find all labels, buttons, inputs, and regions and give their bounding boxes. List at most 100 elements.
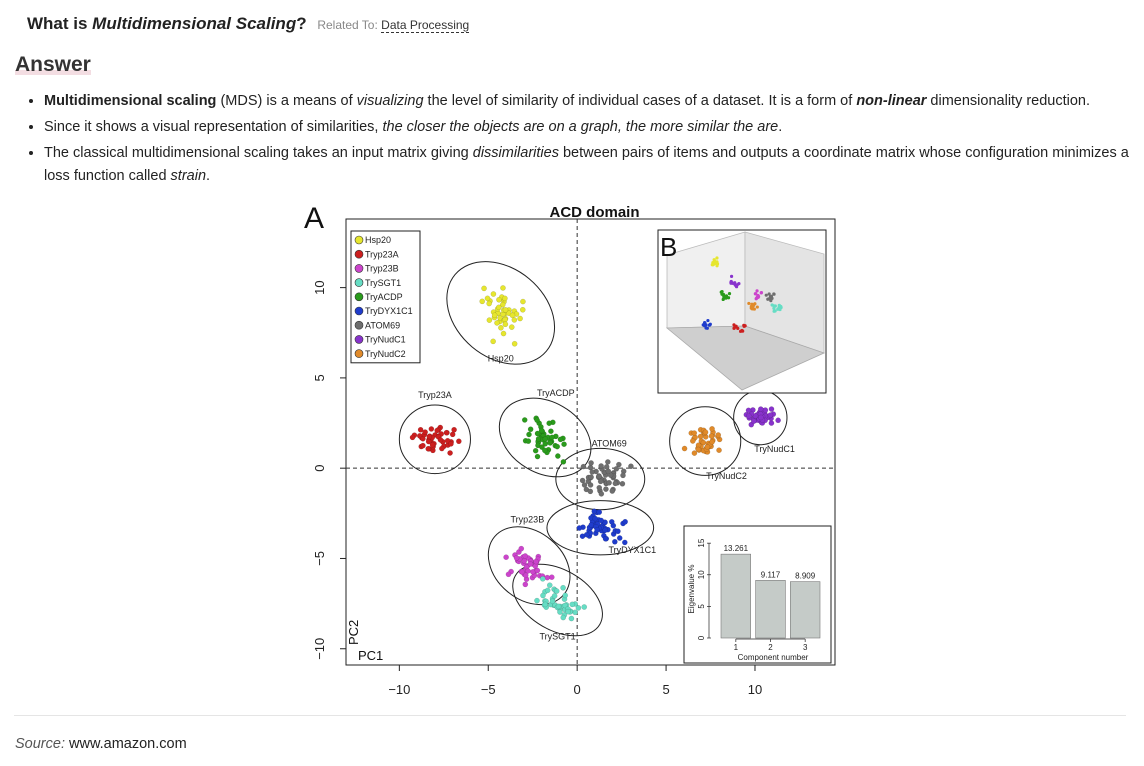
data-point-trynudc2 [681,445,688,452]
panel-b-point [729,279,733,284]
related-link[interactable]: Data Processing [381,18,470,33]
data-point-trysgt1 [540,592,546,599]
bar-y-tick-label: 15 [697,538,706,547]
data-point-hsp20 [500,285,506,291]
panel-b-point [703,323,707,327]
data-point-tryacdp [534,453,541,460]
data-point-tryp23a [420,442,426,449]
data-point-hsp20 [490,338,496,345]
panel-b-point [726,296,731,300]
data-point-atom69 [598,463,604,469]
bar-x-axis-label: Component number [738,653,809,662]
data-point-trydyx1c1 [616,535,623,541]
bar-x-tick-label: 3 [803,643,808,652]
data-point-tryacdp [534,430,541,437]
answer-bullet-2: Since it shows a visual representation o… [44,116,1144,139]
data-point-hsp20 [490,291,497,297]
data-point-trysgt1 [546,582,553,588]
data-point-trysgt1 [549,598,556,605]
data-point-trydyx1c1 [615,528,621,535]
panel-b-point [708,322,712,326]
bar-3 [790,581,821,639]
data-point-trynudc2 [716,447,722,453]
data-point-trydyx1c1 [591,508,598,515]
data-point-tryacdp [554,443,561,450]
panel-b-point [766,297,770,301]
bar-value-label: 13.261 [724,544,749,553]
data-point-hsp20 [484,295,491,302]
panel-b-point [715,256,719,260]
legend-entry: TryNudC1 [365,335,406,345]
data-point-trysgt1 [555,603,562,610]
y-axis-label: PC2 [346,620,361,645]
data-point-trynudc1 [768,406,775,412]
cluster-label: ATOM69 [592,439,627,449]
data-point-tryp23a [428,426,435,432]
data-point-hsp20 [496,304,502,311]
bar-y-tick-label: 5 [697,604,706,609]
data-point-hsp20 [494,320,500,326]
data-point-trynudc2 [702,429,709,436]
legend-swatch [354,306,364,316]
data-point-tryp23a [439,445,445,452]
panel-b-point [722,296,726,300]
legend-swatch [354,349,364,358]
panel-b-point [727,291,732,296]
data-point-trysgt1 [539,576,546,582]
answer-bullets: Multidimensional scaling (MDS) is a mean… [29,90,1144,191]
data-point-tryp23a [429,441,436,448]
legend-swatch [354,264,364,273]
data-point-tryp23b [522,572,529,579]
data-point-tryp23b [513,555,520,561]
data-point-trydyx1c1 [602,535,609,542]
cluster-ellipse-atom69 [555,447,646,511]
data-point-tryacdp [557,436,564,443]
panel-b-point [755,305,759,309]
data-point-tryacdp [526,431,532,438]
data-point-tryp23a [425,438,432,445]
data-point-trynudc1 [750,418,757,424]
data-point-tryp23a [425,445,432,452]
panel-b-point [777,303,781,307]
divider [14,715,1126,716]
x-tick-label: 5 [662,682,669,697]
y-tick-label: −5 [312,551,327,566]
cluster-ellipse-trydyx1c1 [546,500,655,556]
cluster-label: TryACDP [537,388,575,398]
data-point-tryp23b [522,581,529,588]
question-title: What is Multidimensional Scaling? Relate… [27,14,470,34]
data-point-atom69 [580,463,587,470]
answer-bullet-1: Multidimensional scaling (MDS) is a mean… [44,90,1144,113]
data-point-hsp20 [511,340,518,347]
data-point-hsp20 [486,300,492,307]
legend-entry: Tryp23A [365,249,399,259]
data-point-atom69 [588,460,594,466]
data-point-hsp20 [511,317,518,323]
data-point-atom69 [589,469,596,475]
panel-b-point [778,307,782,312]
data-point-atom69 [587,488,594,495]
data-point-atom69 [609,488,616,494]
cluster-label: TrySGT1 [540,632,576,642]
data-point-hsp20 [508,324,515,330]
bar-x-tick-label: 2 [768,643,773,652]
x-tick-label: 10 [748,682,762,697]
panel-b-label: B [660,232,677,262]
data-point-atom69 [598,491,605,497]
data-point-atom69 [603,486,609,492]
data-point-tryp23a [437,437,444,443]
data-point-trynudc1 [768,420,775,426]
data-point-tryp23b [518,545,525,552]
x-tick-label: 0 [574,682,581,697]
data-point-atom69 [620,472,626,479]
data-point-atom69 [606,479,612,486]
data-point-trydyx1c1 [576,525,583,531]
data-point-trynudc2 [708,433,715,439]
data-point-tryp23a [448,441,454,447]
data-point-trynudc2 [709,426,715,432]
panel-b-point [767,292,771,296]
panel-b-point [719,290,723,294]
answer-heading-text: Answer [15,53,91,76]
source-line: Source: www.amazon.com [15,736,187,752]
data-point-tryp23b [533,558,539,565]
